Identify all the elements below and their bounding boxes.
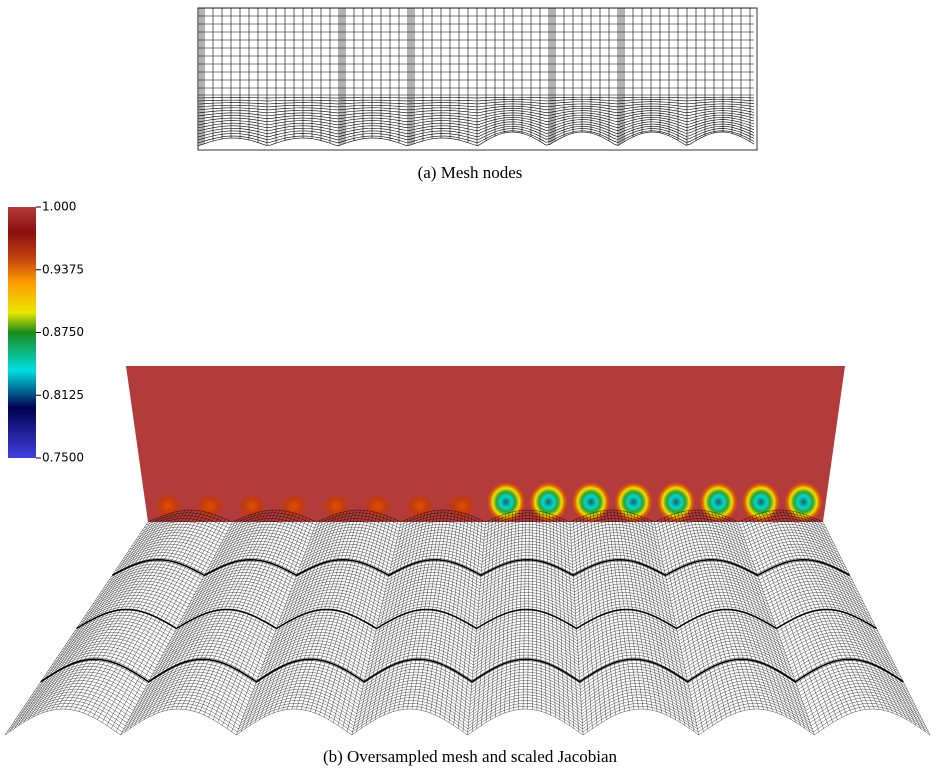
blob — [196, 493, 224, 519]
colorbar-label: 0.8750 — [42, 325, 84, 339]
figure: (a) Mesh nodes 1.000 0.9375 0.8750 0.8125 0.… — [0, 0, 937, 775]
colorbar — [8, 207, 36, 458]
page: (a) Mesh nodes 1.000 0.9375 0.8750 0.8125 0.… — [0, 0, 937, 775]
caption-a: (a) Mesh nodes — [418, 163, 523, 182]
caption-b: (b) Oversampled mesh and scaled Jacobian — [323, 747, 618, 766]
blob — [657, 482, 695, 522]
mesh-border — [198, 8, 757, 150]
blob — [406, 493, 434, 519]
colorbar-label: 0.9375 — [42, 262, 84, 276]
mesh-a — [198, 8, 757, 150]
blob — [487, 482, 525, 522]
blob — [742, 482, 780, 522]
blob — [530, 482, 568, 522]
colorbar-ticks: 1.000 0.9375 0.8750 0.8125 0.7500 — [36, 200, 84, 465]
mesh-b — [5, 510, 930, 735]
mesh-lines — [198, 8, 754, 146]
blob — [154, 493, 182, 519]
blob — [364, 493, 392, 519]
blob — [448, 493, 476, 519]
colorbar-label: 0.7500 — [42, 451, 84, 465]
colorbar-label: 0.8125 — [42, 388, 84, 402]
blob — [280, 493, 308, 519]
colorbar-label: 1.000 — [42, 200, 76, 214]
